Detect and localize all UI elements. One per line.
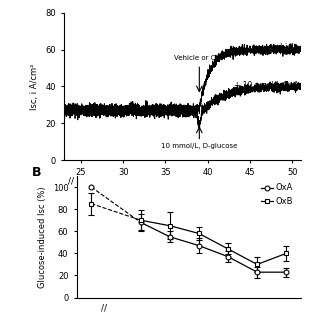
Text: //: // xyxy=(68,177,74,186)
Text: + 10 nmol/L OxA: + 10 nmol/L OxA xyxy=(234,80,299,89)
Y-axis label: Glucose-induced Isc (%): Glucose-induced Isc (%) xyxy=(38,186,47,288)
Legend: OxA, OxB: OxA, OxB xyxy=(258,180,297,209)
X-axis label: Time, min: Time, min xyxy=(158,183,207,193)
Text: 10 mmol/L, D-glucose: 10 mmol/L, D-glucose xyxy=(161,143,237,149)
Text: B: B xyxy=(32,166,42,179)
Text: Vehicle or OxA: Vehicle or OxA xyxy=(174,55,225,60)
Text: vehicle: vehicle xyxy=(272,43,299,52)
Text: //: // xyxy=(101,304,107,313)
Y-axis label: Isc, i A/cm²: Isc, i A/cm² xyxy=(30,63,39,109)
